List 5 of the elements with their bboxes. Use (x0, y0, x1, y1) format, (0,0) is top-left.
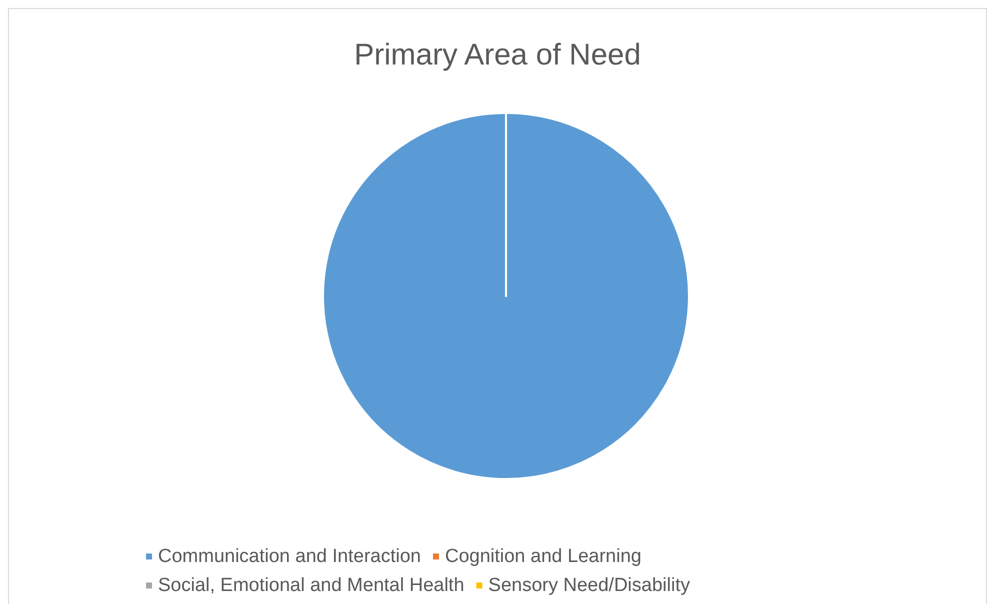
legend-label: Communication and Interaction (158, 546, 421, 567)
legend-label: Cognition and Learning (444, 546, 642, 567)
legend-label: Social, Emotional and Mental Health (158, 575, 464, 596)
legend-label: Sensory Need/Disability (488, 575, 690, 596)
chart-title: Primary Area of Need (354, 38, 641, 72)
